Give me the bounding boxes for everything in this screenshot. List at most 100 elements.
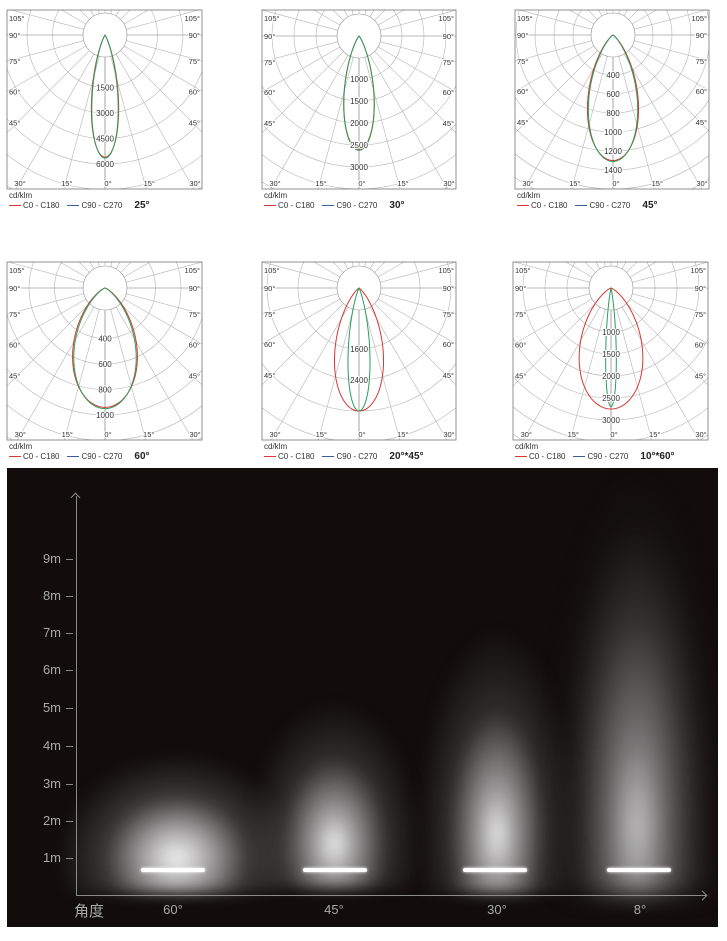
ring-label: 2000: [350, 119, 368, 128]
angle-label-right: 45°: [696, 118, 707, 127]
grid-radial: [15, 53, 95, 189]
legend-swatch: [67, 205, 80, 207]
grid-radial: [380, 41, 456, 63]
ring-label: 3000: [602, 416, 620, 425]
grid-radial: [605, 10, 608, 14]
grid-radial: [126, 262, 202, 283]
angle-label-bottom: 0°: [358, 430, 365, 439]
grid-radial: [63, 56, 100, 189]
chart-frame: [514, 9, 710, 190]
x-axis: [76, 895, 706, 896]
grid-radial: [262, 262, 338, 283]
grid-radial: [631, 10, 657, 25]
grid-radial: [515, 40, 592, 62]
grid-radial: [7, 303, 90, 387]
legend-swatch: [573, 456, 586, 458]
chart-frame: [6, 9, 203, 190]
angle-label-bottom: 30°: [15, 430, 26, 439]
ring-label: 600: [98, 360, 112, 369]
grid-radial: [569, 309, 606, 440]
grid-radial: [63, 309, 100, 440]
grid-radial: [332, 262, 344, 273]
ring-label: 400: [606, 71, 620, 80]
angle-label-bottom: 30°: [189, 430, 200, 439]
y-axis-arrow-icon: [70, 492, 81, 503]
intensity-curve-c90-c270: [347, 287, 371, 412]
unit-label: cd/klm: [264, 191, 288, 200]
grid-radial: [626, 262, 638, 273]
angle-label-left: 105°: [9, 14, 25, 23]
grid-ring: [0, 8, 385, 466]
polar-chart-1: 1000 1500 2000 2500 3000 105° 105° 90° 90° 75° 75°…: [261, 9, 457, 190]
grid-radial: [262, 46, 341, 93]
light-fixture-8: [607, 868, 671, 872]
grid-ring: [515, 177, 709, 189]
light-fixture-45: [303, 868, 367, 872]
grid-radial: [262, 293, 338, 315]
angle-label-left: 45°: [9, 372, 20, 381]
angle-label-bottom: 30°: [443, 179, 454, 188]
angle-label-left: 60°: [515, 340, 526, 349]
angle-label-bottom: 15°: [569, 179, 580, 188]
legend-series-name: C0 - C180: [23, 201, 60, 210]
grid-radial: [618, 10, 621, 14]
grid-radial: [369, 262, 375, 270]
ring-label: 800: [98, 386, 112, 395]
ring-label: 6000: [96, 160, 114, 169]
intensity-curve-c90-c270: [73, 287, 137, 410]
grid-radial: [628, 50, 709, 132]
grid-radial: [7, 50, 90, 134]
intensity-curve-c90-c270: [605, 287, 617, 408]
beam-glow-8: [552, 468, 718, 893]
ring-label: 1600: [350, 345, 368, 354]
unit-label: cd/klm: [9, 442, 33, 451]
grid-radial: [623, 10, 628, 17]
angle-label-left: 75°: [9, 57, 20, 66]
grid-radial: [262, 298, 341, 345]
grid-radial: [262, 41, 338, 63]
intensity-curve-c0-c180: [578, 287, 644, 410]
angle-label-left: 90°: [517, 31, 528, 40]
angle-label-right: 60°: [696, 87, 707, 96]
grid-radial: [126, 10, 200, 30]
x-axis-label: 角度: [73, 903, 105, 920]
grid-radial: [364, 10, 367, 15]
angle-label-right: 75°: [695, 310, 706, 319]
beam-glow-45: [247, 668, 422, 888]
angle-label-right: 90°: [189, 284, 200, 293]
angle-label-left: 105°: [9, 266, 25, 275]
grid-radial: [123, 45, 202, 92]
grid-radial: [7, 293, 84, 315]
grid-radial: [616, 309, 653, 440]
ring-label: 1500: [96, 84, 114, 93]
grid-radial: [317, 57, 354, 189]
legend-series-name: C0 - C180: [531, 201, 568, 210]
angle-label-bottom: 0°: [104, 430, 111, 439]
angle-label-left: 105°: [515, 266, 531, 275]
chart-legend: cd/klm C0 - C180 C90 - C270 20°*45°: [264, 442, 424, 462]
angle-label-bottom: 30°: [189, 179, 200, 188]
grid-radial: [78, 262, 90, 273]
legend-swatch: [67, 456, 80, 458]
legend-series-name: C90 - C270: [589, 201, 631, 210]
grid-radial: [632, 262, 708, 283]
angle-label-left: 60°: [264, 340, 275, 349]
ring-label: 1000: [350, 75, 368, 84]
grid-radial: [515, 50, 598, 134]
light-fixture-30: [463, 868, 527, 872]
grid-radial: [522, 306, 601, 440]
grid-radial: [513, 298, 593, 345]
angle-label-bottom: 30°: [695, 430, 706, 439]
grid-ring: [413, 90, 727, 466]
y-tick-8m: 8m: [33, 588, 73, 603]
ring-label: 2400: [350, 376, 368, 385]
angle-label-bottom: 15°: [61, 179, 72, 188]
angle-label-left: 45°: [517, 118, 528, 127]
legend-series-name: C90 - C270: [336, 201, 378, 210]
angle-label-right: 90°: [443, 32, 454, 41]
grid-radial: [123, 298, 202, 345]
angle-label-left: 45°: [264, 119, 275, 128]
grid-radial: [343, 262, 349, 270]
angle-label-left: 45°: [264, 371, 275, 380]
y-tick-9m: 9m: [33, 551, 73, 566]
